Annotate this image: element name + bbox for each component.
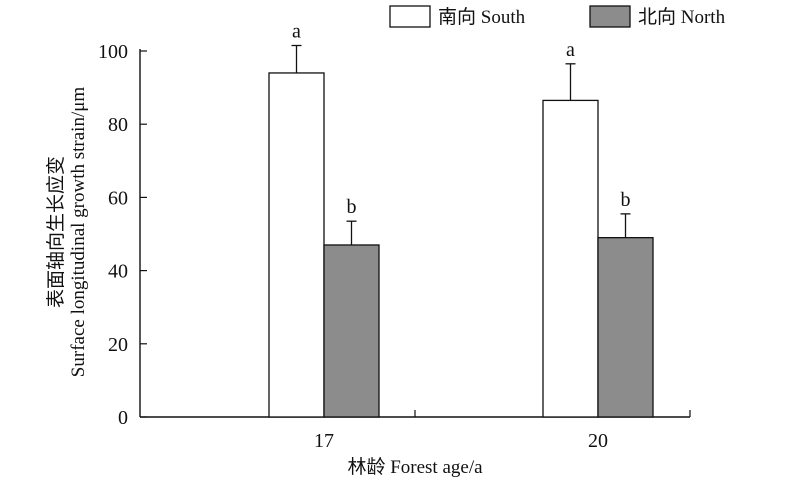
y-tick-label: 100 <box>98 41 128 63</box>
y-tick-label: 80 <box>108 114 128 136</box>
significance-letter: b <box>621 189 631 211</box>
significance-letter: a <box>292 21 301 43</box>
y-axis-title-line1: 表面轴向生长应变 <box>45 156 67 308</box>
y-tick-label: 20 <box>108 334 128 356</box>
legend: 南向 South 北向 North <box>389 5 726 28</box>
bar-north-20 <box>597 237 654 418</box>
y-tick-label: 0 <box>118 407 128 429</box>
y-axis-title: 表面轴向生长应变 Surface longitudinal growth str… <box>45 87 89 378</box>
significance-letter: a <box>566 39 575 61</box>
legend-swatch-north <box>589 5 631 28</box>
bar-south-17 <box>268 72 325 418</box>
legend-label-south: 南向 South <box>438 6 526 28</box>
bar-north-17 <box>323 244 380 418</box>
x-tick-label: 17 <box>314 430 334 452</box>
y-tick-label: 40 <box>108 261 128 283</box>
y-axis-title-line2: Surface longitudinal growth strain/μm <box>68 87 89 378</box>
x-axis-title: 林龄 Forest age/a <box>347 456 483 478</box>
x-tick-label: 20 <box>588 430 608 452</box>
plot-area: 0 20 40 60 80 100 17 20 a a b b <box>98 21 691 452</box>
y-tick-label: 60 <box>108 187 128 209</box>
legend-label-north: 北向 North <box>638 6 726 28</box>
significance-letter: b <box>347 196 357 218</box>
legend-swatch-south <box>389 5 431 28</box>
bar-south-20 <box>542 99 599 418</box>
